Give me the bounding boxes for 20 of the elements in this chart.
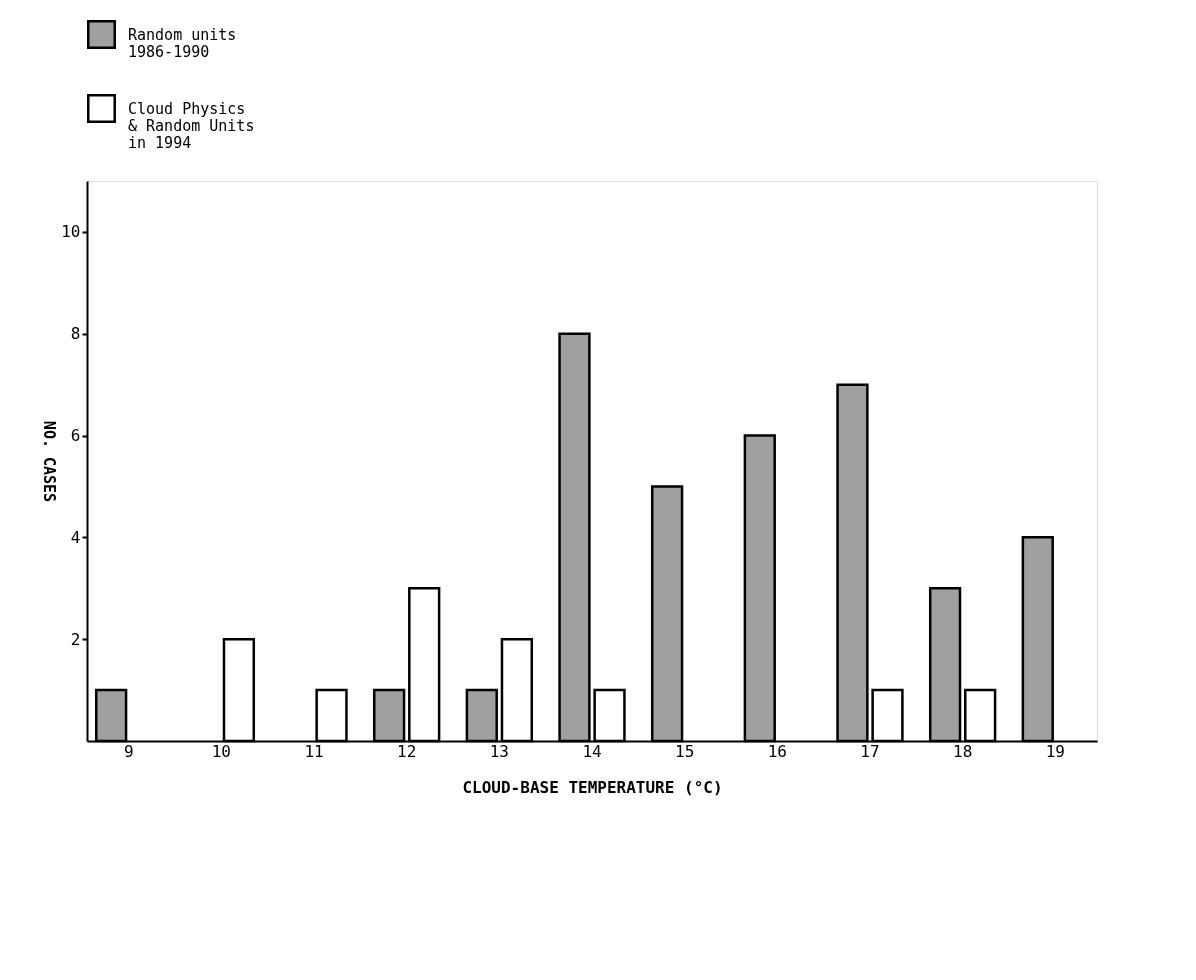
x-tick-label: 19	[1045, 741, 1065, 761]
x-tick-label: 15	[675, 741, 695, 761]
y-tick-label: 2	[70, 629, 81, 649]
y-tick-label: 4	[70, 527, 81, 547]
legend-label: Random units 1986-1990	[128, 25, 237, 61]
x-axis-title: CLOUD-BASE TEMPERATURE (°C)	[462, 777, 723, 797]
x-tick-label: 13	[489, 741, 509, 761]
x-tick-label: 11	[304, 741, 324, 761]
legend-label: Cloud Physics & Random Units in 1994	[128, 99, 255, 152]
y-axis-title: NO. CASES	[40, 420, 59, 503]
y-tick-label: 6	[70, 426, 81, 446]
x-tick-label: 12	[397, 741, 417, 761]
x-tick-label: 18	[953, 741, 973, 761]
x-tick-label: 16	[767, 741, 787, 761]
x-tick-label: 9	[123, 741, 134, 761]
x-tick-label: 17	[860, 741, 880, 761]
x-tick-label: 10	[211, 741, 231, 761]
y-tick-label: 10	[61, 222, 81, 242]
y-tick-label: 8	[70, 324, 81, 344]
x-tick-label: 14	[582, 741, 602, 761]
